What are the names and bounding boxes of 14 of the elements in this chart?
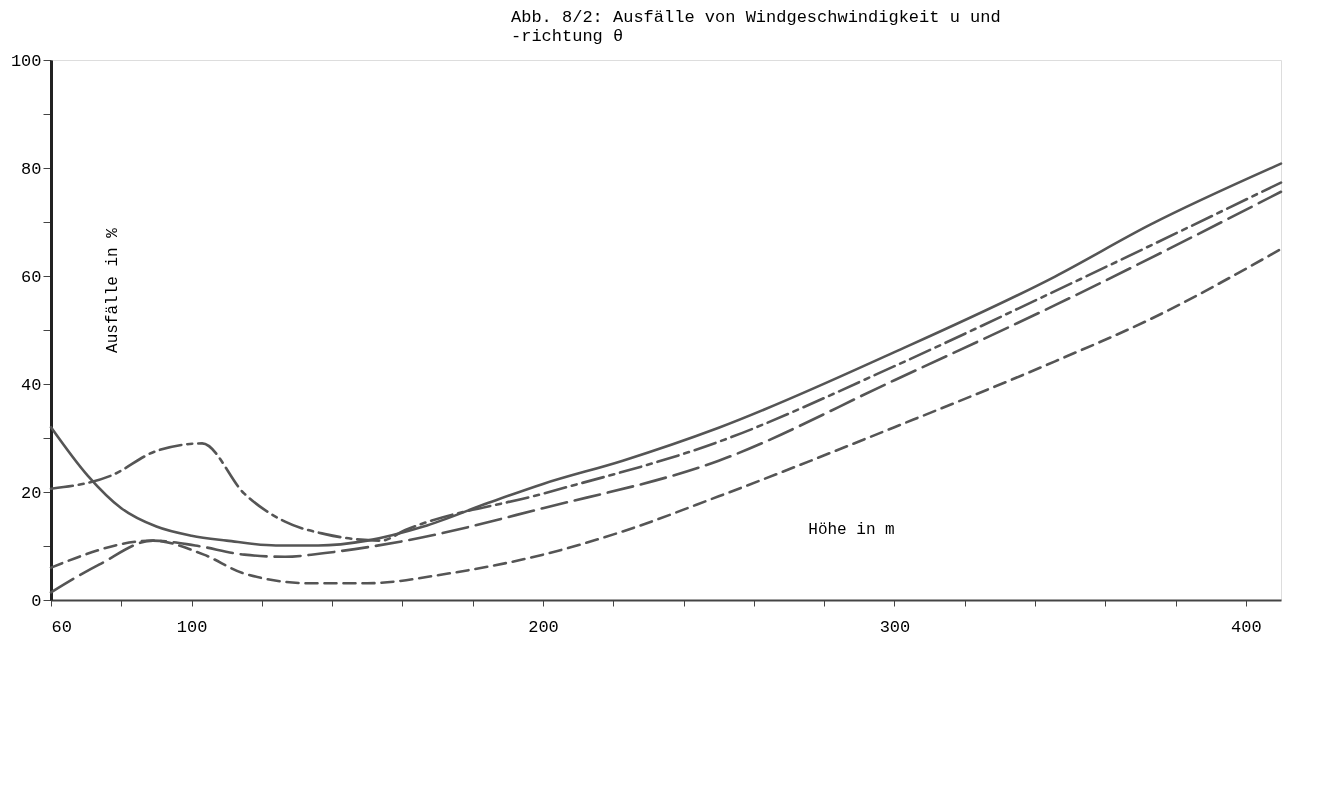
x-tick-label: 100 — [176, 617, 208, 637]
y-tick-label: 40 — [21, 375, 42, 395]
y-tick-label: 60 — [21, 267, 42, 287]
y-tick-label: 20 — [21, 483, 42, 503]
x-axis-title: Höhe in m — [808, 520, 895, 539]
x-tick-label: 300 — [879, 617, 911, 637]
x-tick-label: 60 — [51, 617, 72, 637]
y-tick-label: 80 — [21, 159, 42, 179]
y-axis-title: Ausfälle in % — [103, 227, 122, 353]
y-tick-label: 0 — [31, 591, 42, 611]
chart-title: Abb. 8/2: Ausfälle von Windgeschwindigkeit u und -richtung θ — [511, 8, 1001, 46]
x-tick-label: 400 — [1231, 617, 1262, 637]
y-tick-label: 100 — [10, 51, 42, 71]
x-tick-label: 200 — [528, 617, 559, 637]
